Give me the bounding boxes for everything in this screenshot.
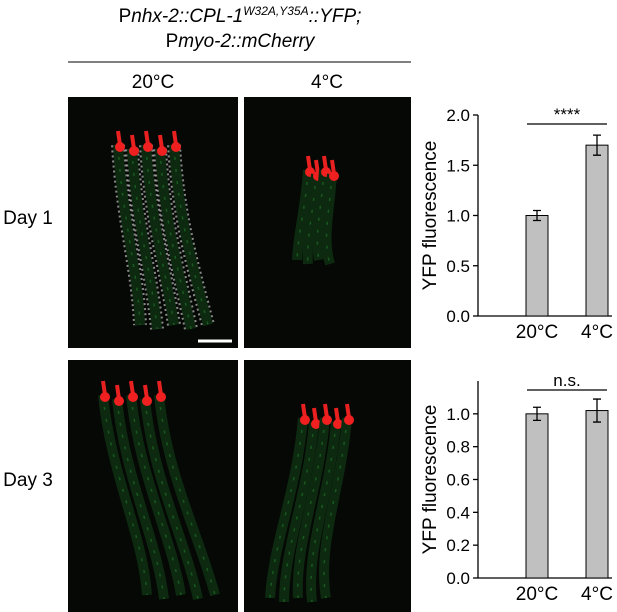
y-tick-label: 0.5 (446, 257, 470, 276)
column-label: 4°C (311, 72, 343, 93)
pharynx-bulb (171, 142, 181, 152)
column-label: 20°C (132, 72, 174, 93)
row-label: Day 1 (3, 208, 53, 229)
title-part: myo-2::mCherry (178, 31, 316, 52)
pharynx-bulb (156, 392, 166, 402)
worm-gut (297, 417, 326, 599)
y-tick-label: 1.0 (446, 207, 470, 226)
worm-gut (102, 394, 148, 596)
pharynx-bulb (128, 392, 138, 402)
pharynx-bulb (329, 171, 339, 181)
x-tick-label: 4°C (581, 322, 613, 343)
significance-label: **** (554, 105, 581, 124)
pharynx-bulb (129, 146, 139, 156)
y-tick-label: 0.2 (446, 536, 470, 555)
worm-gut (316, 169, 325, 261)
worm-gut (325, 173, 333, 265)
significance-label: n.s. (553, 371, 580, 390)
worm-gut (323, 417, 348, 599)
pharynx-bulb (157, 146, 167, 156)
y-tick-label: 0.4 (446, 503, 470, 522)
pharynx-bulb (311, 419, 321, 429)
x-tick-label: 4°C (581, 584, 613, 605)
pharynx-bulb (333, 419, 343, 429)
pharynx-bulb (344, 415, 354, 425)
pharynx-bulb (143, 142, 153, 152)
worm-gut (145, 144, 175, 326)
error-bar (533, 209, 541, 222)
y-tick-label: 1.0 (446, 405, 470, 424)
y-tick-label: 1.5 (446, 156, 470, 175)
worm-gut (306, 173, 317, 265)
bar (585, 144, 609, 317)
worm-gut (158, 394, 216, 596)
pharynx-bulb (300, 415, 310, 425)
pharynx-bulb (115, 142, 125, 152)
title-part: nhx-2::CPL-1 (131, 6, 243, 27)
worm-gut (159, 148, 192, 330)
bar (585, 410, 609, 579)
title-part: ::YFP; (309, 6, 362, 27)
title-line: Pnhx-2::CPL-1W32A,Y35A::YFP; (119, 4, 362, 27)
pharynx-bulb (114, 396, 124, 406)
worm-gut (117, 144, 141, 326)
title-part: P (166, 31, 179, 52)
bar (525, 215, 549, 317)
y-tick-label: 0.8 (446, 438, 470, 457)
row-label: Day 3 (3, 470, 53, 491)
worm-gut (269, 417, 304, 599)
error-bar (593, 134, 601, 156)
y-axis-label: YFP fluorescence (420, 405, 441, 555)
x-tick-label: 20°C (516, 584, 558, 605)
worm-gut (130, 394, 182, 596)
title-superscript: W32A,Y35A (243, 4, 308, 18)
micrographs (68, 97, 411, 612)
x-tick-label: 20°C (516, 322, 558, 343)
pharynx-bulb (142, 396, 152, 406)
error-bar (533, 406, 541, 422)
worm-gut (173, 144, 209, 326)
y-tick-label: 0.6 (446, 471, 470, 490)
y-tick-label: 0.0 (446, 307, 470, 326)
worm-gut (296, 169, 309, 261)
worm-gut (283, 421, 315, 603)
worm-gut (116, 398, 165, 600)
pharynx-bulb (322, 415, 332, 425)
title-part: P (119, 6, 132, 27)
pharynx-bulb (100, 392, 110, 402)
worm-gut (144, 398, 199, 600)
y-axis-label: YFP fluorescence (420, 141, 441, 291)
worm-gut (131, 148, 158, 330)
y-tick-label: 2.0 (446, 106, 470, 125)
error-bar (593, 398, 601, 423)
title-line: Pmyo-2::mCherry (166, 31, 316, 52)
worm-gut (310, 421, 337, 603)
y-tick-label: 0.0 (446, 569, 470, 588)
bar (525, 413, 549, 579)
